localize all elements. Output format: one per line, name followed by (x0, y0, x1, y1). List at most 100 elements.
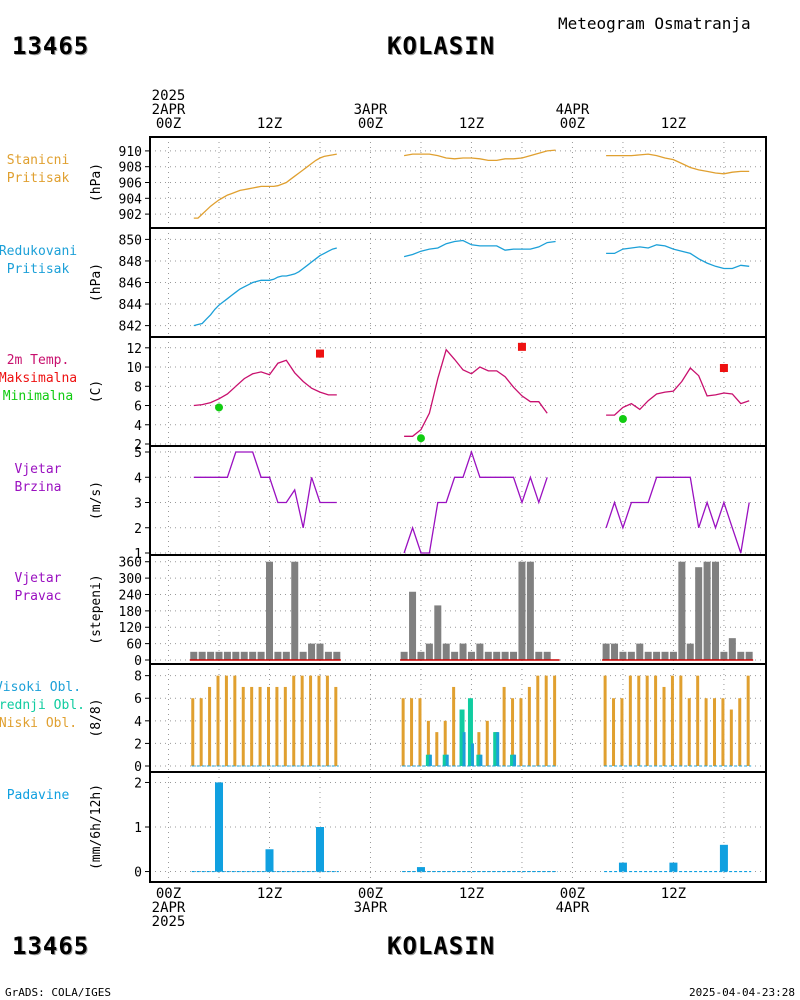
direction-bar (400, 651, 408, 660)
low-cloud-bar (266, 686, 270, 766)
low-cloud-bar (317, 675, 321, 766)
y-tick-label: 240 (119, 588, 142, 603)
direction-bar (274, 651, 282, 660)
y-tick-label: 844 (119, 298, 143, 313)
low-cloud-bar (612, 698, 616, 766)
high-cloud-bar (462, 732, 466, 766)
series-line (403, 149, 556, 162)
direction-bar (467, 651, 475, 660)
unit-label: (C) (89, 380, 104, 403)
footer-timestamp: 2025-04-04-23:28 (689, 986, 795, 999)
low-cloud-bar (704, 698, 708, 766)
low-cloud-bar (713, 698, 717, 766)
low-cloud-bar (620, 698, 624, 766)
low-cloud-bar (544, 675, 548, 766)
low-cloud-bar (191, 698, 195, 766)
precip-bar (416, 867, 425, 872)
panel-label: Niski Obl. (0, 716, 77, 731)
y-tick-label: 910 (119, 145, 142, 160)
direction-bar (265, 561, 273, 660)
precip-bar (669, 862, 678, 872)
low-cloud-bar (224, 675, 228, 766)
time-axis-label: 12Z (661, 116, 686, 132)
low-cloud-bar (208, 686, 212, 766)
direction-bar (333, 651, 341, 660)
series-line (404, 348, 548, 437)
precip-bar (719, 844, 728, 872)
y-tick-label: 846 (119, 277, 142, 292)
low-cloud-bar (553, 675, 557, 766)
y-tick-label: 180 (119, 605, 142, 620)
low-cloud-bar (511, 698, 515, 766)
low-cloud-bar (654, 675, 658, 766)
panel-label: Vjetar (15, 462, 62, 477)
direction-bar (409, 591, 417, 660)
high-cloud-bar (496, 732, 500, 766)
panel-frame (149, 445, 767, 556)
direction-bar (240, 651, 248, 660)
y-tick-label: 120 (119, 621, 142, 636)
time-axis-label: 2025 (152, 88, 186, 104)
precip-bar (618, 862, 627, 872)
direction-bar (291, 561, 299, 660)
min-temp-marker (215, 403, 224, 412)
time-axis-label: 12Z (257, 116, 282, 132)
unit-label: (m/s) (89, 481, 104, 520)
direction-bar (737, 651, 745, 660)
panel-redukovani: 842 844 846 848 850 (hPa) Redukovani Pritisak (0, 227, 767, 338)
panel-padavine: 0 1 2 (mm/6h/12h) Padavine (7, 771, 767, 883)
direction-bar (678, 561, 686, 660)
time-axis-label: 12Z (459, 116, 484, 132)
y-tick-label: 8 (134, 380, 142, 395)
time-axis-label: 2APR (152, 900, 186, 916)
y-tick-label: 3 (134, 497, 142, 512)
low-cloud-bar (527, 686, 531, 766)
y-tick-label: 906 (119, 177, 142, 192)
high-cloud-bar (445, 754, 449, 766)
low-cloud-bar (216, 675, 220, 766)
mid-cloud-bar (493, 732, 499, 766)
direction-bar (712, 561, 720, 660)
panel-label: Stanicni (7, 153, 70, 168)
low-cloud-bar (536, 675, 540, 766)
direction-bar (493, 651, 501, 660)
low-cloud-bar (418, 698, 422, 766)
time-axis-label: 00Z (560, 116, 585, 132)
mid-cloud-bar (442, 754, 448, 766)
y-tick-label: 850 (119, 233, 142, 248)
y-tick-label: 1 (134, 821, 142, 836)
panel-vjetar_brzina: 1 2 3 4 5 (m/s) Vjetar Brzina (15, 445, 767, 562)
direction-bar (207, 651, 215, 660)
time-axis-label: 2APR (152, 102, 186, 118)
direction-bar (459, 643, 467, 660)
y-tick-label: 0 (134, 866, 142, 881)
direction-bar (720, 651, 728, 660)
series-line (193, 359, 337, 407)
mid-cloud-bar (459, 709, 465, 766)
direction-bar (190, 651, 198, 660)
min-temp-marker (416, 434, 425, 443)
low-cloud-bar (309, 675, 313, 766)
footer-credit: GrADS: COLA/IGES (5, 986, 111, 999)
direction-bar (686, 643, 694, 660)
time-axis-label: 00Z (358, 886, 383, 902)
low-cloud-bar (628, 675, 632, 766)
chart-title: Meteogram Osmatranja (558, 14, 751, 33)
station-id-bottom: 13465 (12, 932, 90, 960)
low-cloud-bar (603, 675, 607, 766)
direction-bar (543, 651, 551, 660)
direction-bar (232, 651, 240, 660)
high-cloud-bar (513, 754, 517, 766)
direction-bar (308, 643, 316, 660)
panel-label: Minimalna (3, 389, 73, 404)
mid-cloud-bar (467, 698, 473, 766)
precip-bar (215, 782, 224, 872)
unit-label: (stepeni) (89, 574, 104, 644)
y-tick-label: 902 (119, 208, 142, 223)
low-cloud-bar (662, 686, 666, 766)
direction-bar (611, 643, 619, 660)
time-axis-label: 3APR (354, 102, 388, 118)
max-temp-marker (315, 349, 324, 358)
